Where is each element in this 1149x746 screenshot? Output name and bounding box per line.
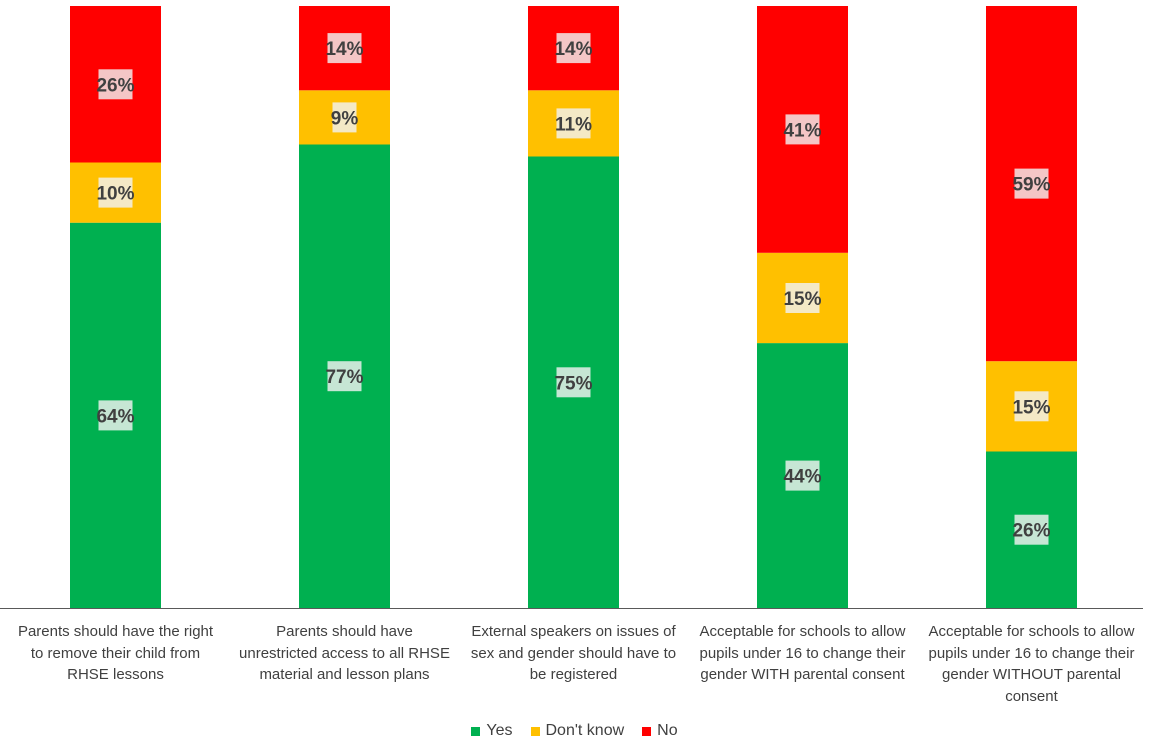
data-label-dont-know-3: 11% xyxy=(555,114,592,135)
data-label-no-3: 14% xyxy=(554,39,592,60)
data-label-box-no-2 xyxy=(327,33,362,64)
category-label-5-line-1: Acceptable for schools to allow xyxy=(928,623,1135,640)
legend-item-no: No xyxy=(642,722,678,740)
category-label-4-line-3: gender WITH parental consent xyxy=(700,666,905,683)
category-label-2: Parents should have unrestricted access t… xyxy=(229,621,461,686)
data-label-box-dont-know-4 xyxy=(785,283,820,313)
category-label-3-line-2: sex and gender should have to xyxy=(470,644,677,662)
data-label-no-2: 14% xyxy=(325,39,363,60)
chart-legend: Yes Don't know No xyxy=(0,722,1149,740)
data-label-dont-know-4: 15% xyxy=(783,289,821,310)
data-label-box-dont-know-5 xyxy=(1014,391,1049,422)
data-label-yes-5: 26% xyxy=(1012,521,1050,542)
category-label-2-line-3: material and lesson plans xyxy=(259,666,430,683)
legend-item-yes: Yes xyxy=(471,722,513,740)
category-label-1-line-3: RHSE lessons xyxy=(67,666,164,683)
category-label-5: Acceptable for schools to allow pupils un… xyxy=(916,621,1148,707)
category-label-4-line-1: Acceptable for schools to allow xyxy=(699,623,906,640)
bar-stack-4: 44% 15% 41% xyxy=(757,6,848,608)
category-label-1: Parents should have the right to remove t… xyxy=(0,621,232,686)
data-label-dont-know-2: 9% xyxy=(331,108,359,129)
legend-item-dont-know: Don't know xyxy=(530,722,625,740)
category-label-1-line-2: to remove their child from xyxy=(30,644,201,662)
chart-plot-area: 64% 10% 26% 77% 9% 14% 75% 11% 14% 44% 15% 41% 26% 15… xyxy=(0,6,1143,609)
legend-swatch-yes xyxy=(471,726,481,736)
data-label-dont-know-1: 10% xyxy=(96,184,134,205)
data-label-box-dont-know-1 xyxy=(98,177,133,208)
bar-stack-5: 26% 15% 59% xyxy=(986,6,1077,608)
legend-label-no: No xyxy=(657,722,678,739)
data-label-box-yes-3 xyxy=(556,367,591,398)
category-label-1-line-1: Parents should have the right xyxy=(17,623,214,640)
category-label-4-line-2: pupils under 16 to change their xyxy=(699,644,906,662)
legend-label-yes: Yes xyxy=(486,722,513,739)
legend-swatch-dont-know xyxy=(530,726,540,736)
category-label-5-line-4: consent xyxy=(1005,687,1058,705)
category-label-3-line-3: be registered xyxy=(529,666,618,683)
data-label-box-dont-know-3 xyxy=(556,108,591,139)
category-label-2-line-1: Parents should have xyxy=(276,623,413,640)
data-label-yes-1: 64% xyxy=(96,406,134,427)
category-label-3: External speakers on issues of sex and ge… xyxy=(458,621,690,686)
legend-label-dont-know: Don't know xyxy=(545,722,625,739)
category-label-3-line-1: External speakers on issues of xyxy=(471,623,676,640)
data-label-no-5: 59% xyxy=(1012,175,1050,196)
bar-stack-3: 75% 11% 14% xyxy=(528,6,619,608)
data-label-yes-3: 75% xyxy=(554,373,592,394)
legend-swatch-no xyxy=(642,726,652,736)
bar-stack-1: 64% 10% 26% xyxy=(70,6,161,608)
category-label-5-line-2: pupils under 16 to change their xyxy=(928,644,1135,662)
data-label-box-yes-5 xyxy=(1014,514,1049,545)
data-label-dont-know-5: 15% xyxy=(1012,397,1050,418)
data-label-box-yes-1 xyxy=(98,400,133,431)
data-label-box-no-3 xyxy=(556,33,591,64)
category-label-2-line-2: unrestricted access to all RHSE xyxy=(239,644,450,662)
bar-stack-2: 77% 9% 14% xyxy=(299,6,390,608)
data-label-box-no-4 xyxy=(785,114,820,145)
data-label-no-4: 41% xyxy=(783,120,821,141)
category-label-5-line-3: gender WITHOUT parental xyxy=(942,666,1121,683)
data-label-box-dont-know-2 xyxy=(332,102,357,133)
data-label-box-yes-2 xyxy=(327,361,362,392)
data-label-yes-4: 44% xyxy=(783,467,821,488)
data-label-yes-2: 77% xyxy=(325,367,363,388)
category-label-4: Acceptable for schools to allow pupils un… xyxy=(687,621,919,686)
data-label-no-1: 26% xyxy=(96,75,134,96)
data-label-box-no-1 xyxy=(98,69,133,100)
data-label-box-yes-4 xyxy=(785,460,820,491)
data-label-box-no-5 xyxy=(1014,168,1049,199)
